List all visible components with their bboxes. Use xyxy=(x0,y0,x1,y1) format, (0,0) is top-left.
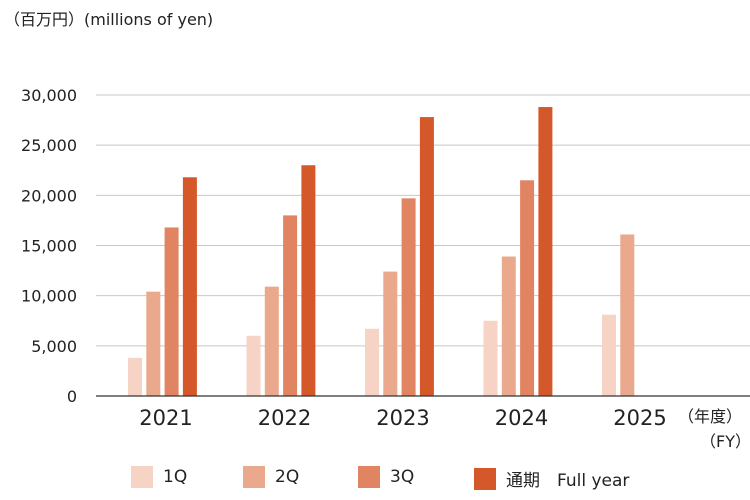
bar-2023-1q xyxy=(365,328,379,396)
legend-item-2q: 2Q xyxy=(243,466,299,488)
y-tick-label: 30,000 xyxy=(21,86,77,105)
x-tick-label-2025: 2025 xyxy=(613,406,666,430)
bar-2022-2q xyxy=(264,286,279,396)
bar-chart: 0 5,000 10,000 15,000 20,000 25,000 30,000 202… xyxy=(21,86,750,451)
bar-2023-full-year xyxy=(419,117,434,396)
y-tick-label: 15,000 xyxy=(21,237,77,256)
legend-swatch-2q xyxy=(243,466,265,488)
x-axis-ticks: 2021 2022 2023 2024 2025 xyxy=(139,406,666,430)
x-tick-label-2024: 2024 xyxy=(495,406,548,430)
bar-2024-2q xyxy=(501,256,516,396)
bar-2021-1q xyxy=(128,357,142,396)
x-tick-label-2023: 2023 xyxy=(376,406,429,430)
bar-2022-full-year xyxy=(301,165,316,396)
legend-label-2q: 2Q xyxy=(275,467,300,487)
legend-label-full-year: 通期 Full year xyxy=(506,471,630,491)
bars xyxy=(128,107,635,396)
bar-2023-3q xyxy=(401,198,416,396)
legend-label-3q: 3Q xyxy=(390,467,415,487)
x-tick-label-2021: 2021 xyxy=(139,406,192,430)
y-tick-label: 25,000 xyxy=(21,136,77,155)
legend-swatch-3q xyxy=(358,466,380,488)
bar-2024-3q xyxy=(520,180,535,396)
legend-swatch-1q xyxy=(131,466,153,488)
fy-label-jp: （年度） xyxy=(678,407,742,426)
legend-label-1q: 1Q xyxy=(163,467,188,487)
legend: 1Q 2Q 3Q 通期 Full year xyxy=(0,466,750,496)
y-tick-label: 0 xyxy=(67,387,77,406)
y-tick-label: 20,000 xyxy=(21,186,77,205)
bar-2025-1q xyxy=(602,314,616,396)
bar-2021-3q xyxy=(164,227,179,396)
y-tick-label: 10,000 xyxy=(21,287,77,306)
bar-2024-full-year xyxy=(538,107,553,396)
legend-item-full-year: 通期 Full year xyxy=(474,466,629,491)
fy-label-en: （FY） xyxy=(700,432,750,451)
unit-label: （百万円）(millions of yen) xyxy=(4,10,214,29)
y-axis-ticks: 0 5,000 10,000 15,000 20,000 25,000 30,000 xyxy=(21,86,77,406)
bar-2021-2q xyxy=(146,291,161,396)
legend-swatch-full-year xyxy=(474,467,496,490)
legend-item-3q: 3Q xyxy=(358,466,414,488)
bar-2021-full-year xyxy=(182,177,197,396)
bar-2025-2q xyxy=(620,234,635,396)
bar-2024-1q xyxy=(483,320,498,396)
y-tick-label: 5,000 xyxy=(31,337,77,356)
bar-2022-1q xyxy=(246,335,261,396)
bar-2022-3q xyxy=(283,215,298,396)
legend-item-1q: 1Q xyxy=(131,466,187,488)
bar-2023-2q xyxy=(383,271,398,396)
x-tick-label-2022: 2022 xyxy=(258,406,311,430)
